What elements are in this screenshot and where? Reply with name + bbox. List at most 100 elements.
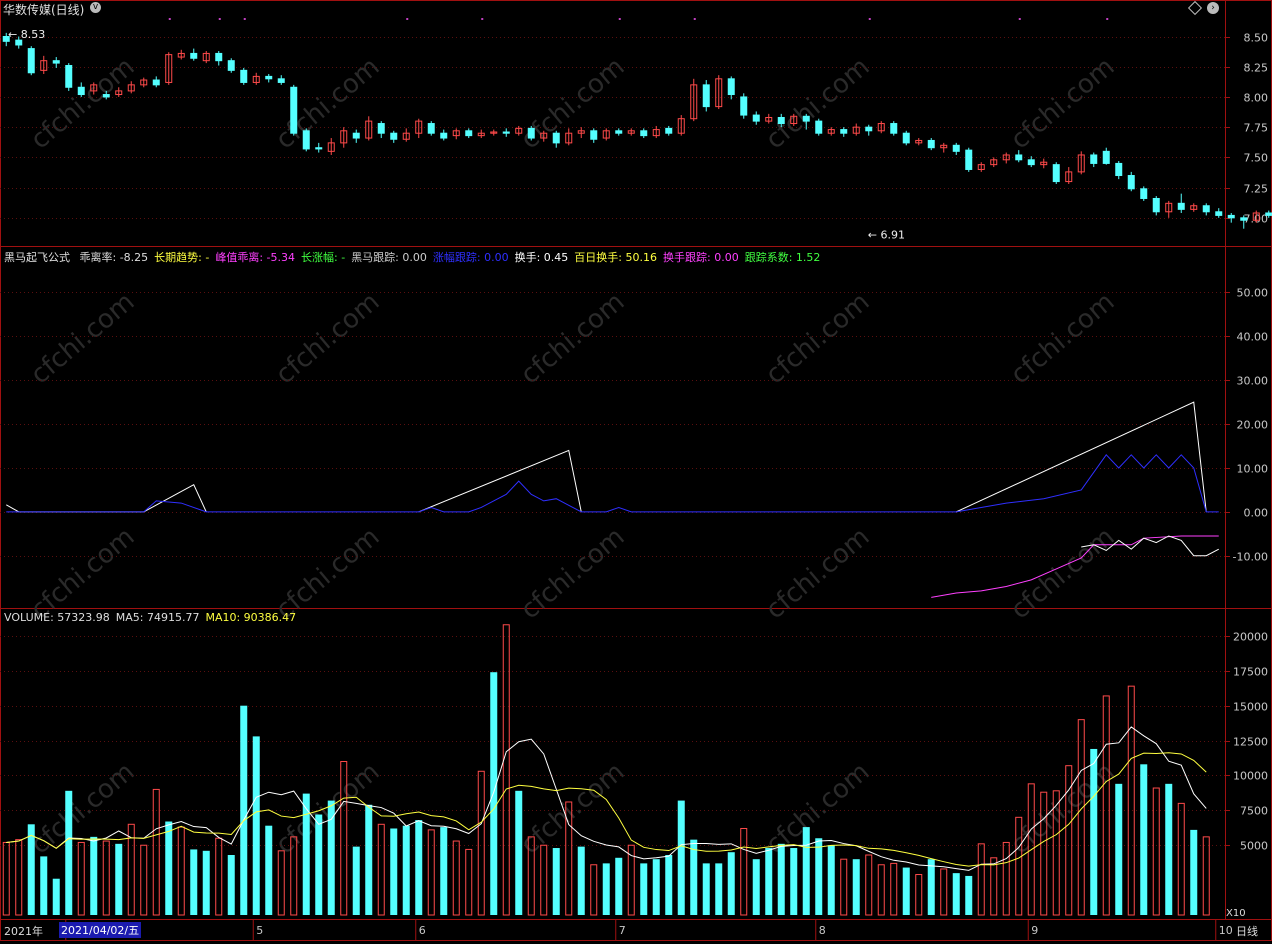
candle-body [1215, 211, 1223, 216]
volume-bar [1015, 816, 1023, 916]
candle-body [952, 144, 960, 152]
volume-bar [515, 790, 523, 915]
indicator-header-item: 换手: 0.45 [514, 251, 569, 264]
watermark: cfchi.com [515, 522, 630, 625]
volume-bar [677, 800, 685, 915]
candle-body [1052, 164, 1060, 183]
window-title: 华数传媒(日线) [3, 1, 90, 18]
volume-bar [340, 761, 348, 916]
ma10-line [6, 752, 1207, 867]
candle-body [702, 84, 710, 108]
candle-body [577, 130, 585, 134]
volume-bar [2, 841, 10, 916]
candle-body [77, 86, 85, 96]
candle-body [227, 60, 235, 71]
candle-body [1015, 154, 1023, 161]
volume-bar [1040, 791, 1048, 916]
volume-bar [390, 828, 398, 915]
volume-bar [890, 862, 898, 916]
white-track-line [6, 483, 207, 513]
volume-bar [877, 864, 885, 916]
candle-body [15, 39, 23, 46]
candle-body [202, 52, 210, 62]
volume-bar [927, 859, 935, 915]
price-tick-label: 7.50 [1244, 152, 1269, 165]
volume-bar [502, 624, 510, 916]
candle-body [840, 129, 848, 134]
volume-bar [990, 857, 998, 916]
volume-bar [1165, 783, 1173, 915]
indicator-tick-label: 10.00 [1237, 463, 1269, 476]
indicator-header-item: 百日换手: 50.16 [574, 251, 657, 264]
candle-body [390, 132, 398, 140]
volume-bar [902, 867, 910, 915]
volume-bar [477, 770, 485, 916]
volume-bar [27, 824, 35, 915]
candle-body [440, 132, 448, 139]
dropdown-icon[interactable]: v [90, 2, 101, 13]
candle-body [652, 129, 660, 137]
candle-body [602, 130, 610, 139]
price-tick-label: 7.75 [1244, 122, 1269, 135]
volume-header-item: VOLUME: 57323.98 [4, 611, 110, 624]
candle-body [1102, 150, 1110, 164]
candle-body [590, 130, 598, 140]
candle-body [1152, 197, 1160, 213]
indicator-header-item: 峰值乖离: -5.34 [215, 251, 296, 264]
indicator-tick-label: 50.00 [1237, 287, 1269, 300]
volume-bar [402, 825, 410, 915]
candle-body [790, 115, 798, 125]
candle-body [1265, 212, 1272, 216]
candle-body [1115, 162, 1123, 177]
x-axis-label: 5 [256, 924, 263, 937]
low-label: ← 6.91 [868, 229, 905, 242]
candle-body [1252, 212, 1260, 221]
watermark: cfchi.com [1005, 52, 1120, 155]
top-marker [218, 18, 221, 20]
candle-body [340, 130, 348, 144]
period-label[interactable]: 日线 [1236, 925, 1258, 938]
watermark: cfchi.com [1005, 287, 1120, 390]
volume-bar [377, 823, 385, 916]
volume-bar [965, 875, 973, 915]
candle-body [1065, 171, 1073, 183]
chevron-right-circle-icon[interactable]: › [1207, 2, 1219, 14]
volume-bar [1027, 783, 1035, 916]
volume-bar [565, 801, 573, 916]
watermark: cfchi.com [515, 287, 630, 390]
candle-body [615, 130, 623, 134]
top-marker [693, 18, 696, 20]
volume-bar [290, 836, 298, 916]
indicator-tick-label: 30.00 [1237, 375, 1269, 388]
volume-bar [315, 814, 323, 915]
indicator-tick-label: 0.00 [1244, 507, 1269, 520]
candle-body [627, 130, 635, 134]
volume-bar [690, 839, 698, 915]
candle-body [852, 126, 860, 134]
candle-body [240, 69, 248, 83]
volume-bar [15, 839, 23, 916]
indicator-header-item: 长涨幅: - [301, 251, 346, 264]
volume-bar [127, 823, 135, 916]
white-track-line [418, 449, 582, 513]
candle-body [477, 132, 485, 137]
volume-bar [765, 848, 773, 915]
candle-body [1040, 161, 1048, 166]
candle-body [427, 123, 435, 134]
volume-bar [165, 821, 173, 915]
volume-bar [140, 844, 148, 916]
volume-header-item: MA10: 90386.47 [205, 611, 297, 624]
multiplier-label: X10 [1226, 908, 1246, 919]
candle-body [827, 129, 835, 134]
watermark: cfchi.com [25, 757, 140, 860]
candle-body [1202, 205, 1210, 213]
indicator-tick-label: 20.00 [1237, 419, 1269, 432]
candle-body [902, 132, 910, 144]
volume-bar [1140, 764, 1148, 915]
volume-bar [427, 829, 435, 916]
volume-bar [1102, 695, 1110, 916]
top-marker [481, 18, 484, 20]
candle-body [1127, 175, 1135, 190]
indicator-header: 黑马起飞公式 乖离率: -8.25 长期趋势: - 峰值乖离: -5.34 长涨幅: … [4, 249, 826, 265]
